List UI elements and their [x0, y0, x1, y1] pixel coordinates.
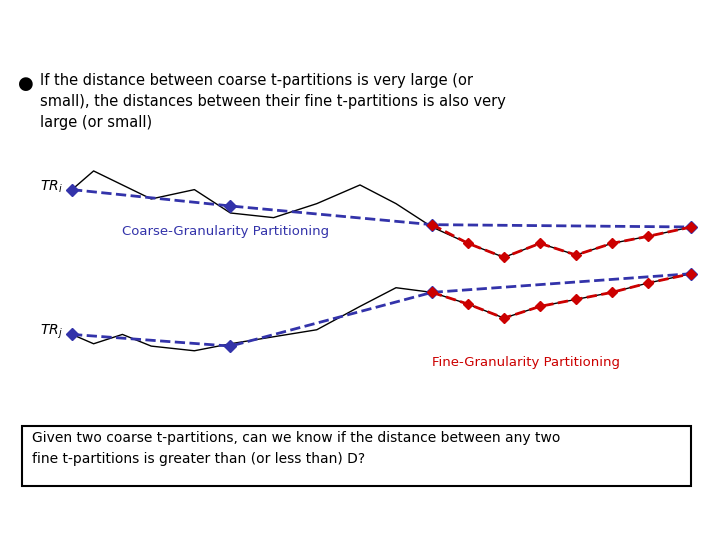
- Text: $TR_i$: $TR_i$: [40, 179, 63, 195]
- FancyBboxPatch shape: [22, 426, 691, 486]
- Text: Trajectory Outlier Detection: A Partition-and-Detect Framework: Trajectory Outlier Detection: A Partitio…: [184, 521, 536, 531]
- Text: 22: 22: [695, 521, 709, 531]
- Text: Coarse-Granularity Partitioning: Coarse-Granularity Partitioning: [122, 225, 330, 238]
- Text: ●: ●: [18, 75, 34, 93]
- Text: If the distance between coarse t-partitions is very large (or
small), the distan: If the distance between coarse t-partiti…: [40, 73, 505, 130]
- Text: 04/08/08: 04/08/08: [11, 521, 60, 531]
- Text: Given two coarse t-partitions, can we know if the distance between any two
fine : Given two coarse t-partitions, can we kn…: [32, 431, 561, 465]
- Text: $TR_j$: $TR_j$: [40, 323, 63, 341]
- Text: Intuition to Two-Level Trajectory Partitioning: Intuition to Two-Level Trajectory Partit…: [9, 11, 607, 35]
- Text: Fine-Granularity Partitioning: Fine-Granularity Partitioning: [432, 356, 620, 369]
